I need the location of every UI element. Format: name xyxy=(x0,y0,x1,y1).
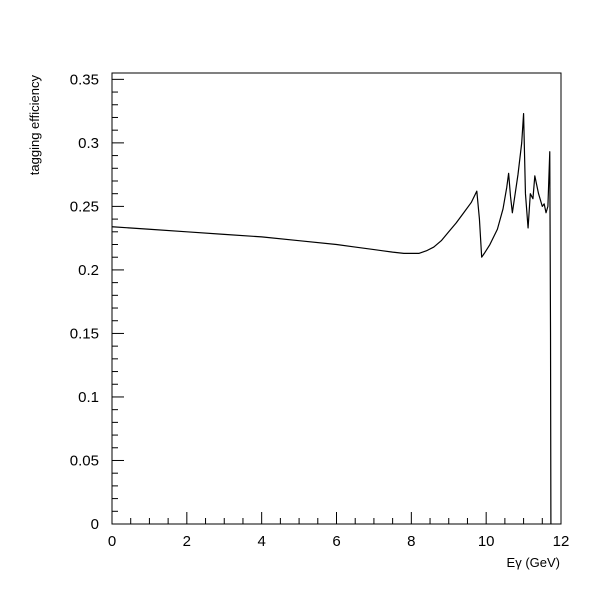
y-tick-label: 0.1 xyxy=(78,389,99,406)
y-tick-label: 0.05 xyxy=(70,452,99,469)
x-axis-title: Eγ (GeV) xyxy=(507,555,560,570)
series-layer xyxy=(111,113,552,525)
y-tick-label: 0 xyxy=(91,516,99,533)
y-tick-label: 0.25 xyxy=(70,198,99,215)
series-line xyxy=(111,113,552,525)
x-tick-label: 4 xyxy=(257,533,265,550)
x-tick-label: 12 xyxy=(553,533,570,550)
x-tick-label: 2 xyxy=(183,533,191,550)
y-axis-tick-labels: 0 0.05 0.1 0.15 0.2 0.25 0.3 0.35 xyxy=(70,71,99,533)
y-axis-ticks xyxy=(112,78,124,525)
x-tick-label: 0 xyxy=(108,533,116,550)
x-tick-label: 8 xyxy=(407,533,415,550)
y-tick-label: 0.35 xyxy=(70,71,99,88)
x-axis-tick-labels: 0 2 4 6 8 10 12 xyxy=(108,533,570,550)
y-tick-label: 0.3 xyxy=(78,135,99,152)
y-tick-label: 0.2 xyxy=(78,262,99,279)
x-axis-ticks xyxy=(111,512,562,524)
x-tick-label: 10 xyxy=(478,533,495,550)
plot-frame xyxy=(111,72,562,525)
y-axis-title: tagging efficiency xyxy=(27,75,42,176)
x-tick-label: 6 xyxy=(332,533,340,550)
y-tick-label: 0.15 xyxy=(70,325,99,342)
